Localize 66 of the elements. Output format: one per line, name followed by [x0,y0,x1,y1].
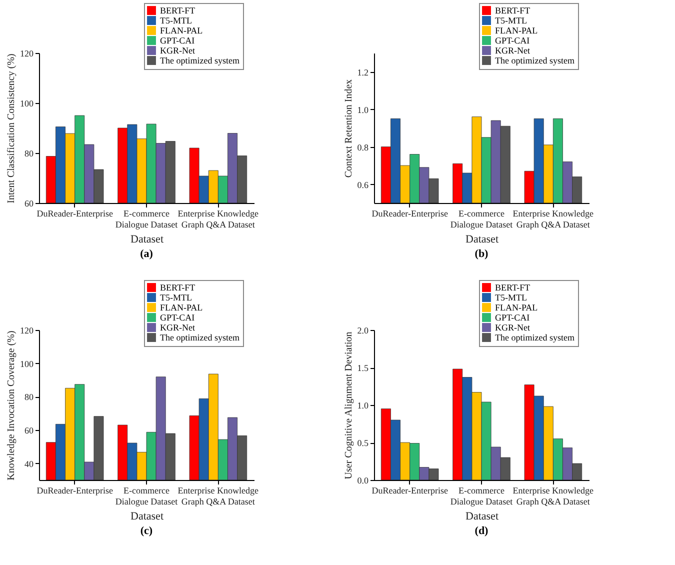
legend-label: FLAN-PAL [495,302,538,312]
y-tick-label: 2.0 [357,326,369,336]
y-axis-title: Knowledge Invocation Coverage (%) [6,330,17,480]
legend-label: BERT-FT [495,6,531,16]
y-tick-label: 0.8 [357,142,369,152]
x-tick-label: E-commerce Dialogue Dataset [115,208,178,230]
legend-label: FLAN-PAL [160,26,203,36]
y-tick-label: 60 [24,198,34,208]
y-tick-label: 60 [24,426,34,436]
legend-label: FLAN-PAL [160,302,203,312]
y-tick-label: 120 [20,48,34,58]
text: (a) [140,248,154,260]
legend-label: GPT-CAI [160,36,195,46]
x-tick-label: Enterprise Knowledge Graph Q&A Dataset [178,208,259,230]
y-tick-label: 1.0 [357,400,369,410]
y-tick-label: 80 [24,392,34,402]
legend-label: BERT-FT [160,282,196,292]
legend-label: T5-MTL [495,16,527,26]
text: (c) [140,525,153,537]
legend-label: FLAN-PAL [495,26,538,36]
x-tick-label: E-commerce Dialogue Dataset [115,486,178,506]
legend-label: T5-MTL [160,16,192,26]
legend-label: The optimized system [160,56,240,66]
y-tick-label: 0.0 [357,476,369,486]
y-tick-label: 120 [20,326,34,336]
x-axis-title: Dataset [466,234,498,246]
legend-label: The optimized system [495,56,574,66]
text: (d) [474,525,489,537]
x-tick-label: Enterprise Knowledge Graph Q&A Dataset [512,208,594,230]
legend-label: The optimized system [160,332,240,342]
legend-label: GPT-CAI [160,312,195,322]
y-tick-label: 80 [24,148,34,158]
y-tick-label: 100 [20,358,34,369]
x-tick-label: Enterprise Knowledge Graph Q&A Dataset [178,486,259,506]
legend-label: GPT-CAI [495,36,530,46]
text: (b) [474,248,489,260]
legend-label: The optimized system [495,332,574,342]
x-axis-title: Dataset [466,510,498,522]
legend-label: GPT-CAI [495,312,530,322]
x-tick-label: E-commerce Dialogue Dataset [450,208,514,230]
x-axis-title: Dataset [130,510,164,522]
x-tick-label: DuReader-Enterprise [372,208,448,218]
y-tick-label: 1.2 [357,67,368,78]
legend-label: KGR-Net [160,322,196,332]
legend-label: KGR-Net [160,46,196,56]
y-tick-label: 0.6 [357,180,369,190]
legend-label: KGR-Net [495,322,530,332]
y-axis-title: Context Retention Index [343,79,354,178]
y-axis-title: Intent Classification Consistency (%) [6,54,17,204]
x-tick-label: DuReader-Enterprise [36,486,113,496]
legend-label: BERT-FT [495,282,531,292]
x-axis-title: Dataset [130,234,164,246]
x-tick-label: DuReader-Enterprise [36,208,113,218]
legend-label: T5-MTL [495,292,527,302]
y-axis-title: User Cognitive Alignment Deviation [343,332,354,480]
legend-label: KGR-Net [495,46,530,56]
y-tick-label: 40 [24,458,34,469]
x-tick-label: Enterprise Knowledge Graph Q&A Dataset [512,486,594,506]
y-tick-label: 1.5 [357,363,369,373]
y-tick-label: 1.0 [357,104,369,115]
legend-label: BERT-FT [160,6,196,16]
x-tick-label: DuReader-Enterprise [372,486,448,496]
y-tick-label: 100 [20,98,34,108]
x-tick-label: E-commerce Dialogue Dataset [450,486,514,506]
y-tick-label: 0.5 [357,438,369,448]
legend-label: T5-MTL [160,292,192,302]
